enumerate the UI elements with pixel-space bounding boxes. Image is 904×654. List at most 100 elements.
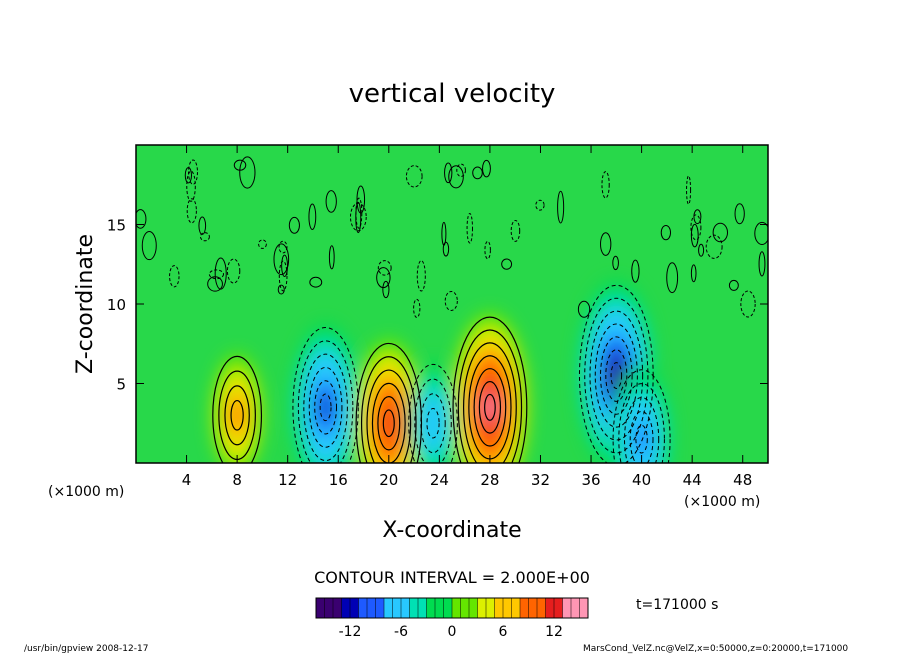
contour-line [141,230,157,261]
colorbar-segment [477,598,487,618]
colorbar-tick-label: -6 [394,624,408,640]
contour-line [258,239,267,249]
contour-line [484,393,496,421]
contour-line [328,245,335,270]
contour-line [444,290,458,311]
contour-line [405,165,423,188]
colorbar-segment [528,598,538,618]
contour-line [618,383,665,463]
contour-line [309,276,323,288]
contour-line [557,190,565,224]
contour-line [690,223,699,248]
x-tick-label: 24 [430,471,449,489]
x-unit-left: (×1000 m) [48,484,124,500]
x-unit-right: (×1000 m) [684,494,760,510]
contour-line [426,408,440,439]
contour-line [230,399,244,431]
field-blob [484,393,496,421]
contour-line [594,323,638,428]
colorbar-segment [460,598,470,618]
x-tick-label: 20 [379,471,398,489]
colorbar-tick-label: 0 [448,624,457,640]
x-tick-label: 4 [182,471,192,489]
contour-line [366,369,412,463]
contour-line [612,255,619,271]
colorbar-segment [537,598,546,618]
contour-line [690,214,702,241]
colorbar-segment [520,598,529,618]
x-axis-label: X-coordinate [382,518,521,543]
contour-line [600,336,633,415]
contour-line [728,279,739,291]
contour-line [226,258,241,284]
contour-line [188,159,198,185]
contour-line [690,264,697,283]
contour-line [186,170,196,202]
contour-line [212,355,263,463]
contour-line [584,297,649,454]
colorbar-tick-label: 12 [545,624,563,640]
y-tick-label: 10 [107,296,126,314]
contour-line [577,300,591,318]
colorbar-tick-label: 6 [499,624,508,640]
colorbar-segment [443,598,453,618]
contour-line [325,190,337,213]
colorbar-segment [435,598,444,618]
contour-line [169,265,180,288]
contour-line [442,241,450,257]
contour-line [224,385,250,446]
field-blob [319,393,332,422]
contour-line [414,378,452,463]
contour-line [635,424,648,454]
plot-area [136,145,768,463]
contour-line [308,366,343,448]
contour-line [510,219,521,242]
contour-line [734,203,745,225]
colorbar-segment [401,598,410,618]
x-tick-label: 48 [733,471,752,489]
colorbar-segment [384,598,393,618]
colorbar-segment [392,598,402,618]
contour-line [416,260,426,292]
contour-line [382,409,395,438]
contour-line [355,197,363,229]
contour-line [612,369,671,463]
contour-line [239,156,256,189]
colorbar-segment [503,598,512,618]
contour-line [452,316,528,463]
field-blob [383,409,395,438]
colorbar-segment [316,598,325,618]
contour-line [466,212,474,244]
colorbar-segment [571,598,580,618]
contour-line [693,209,702,225]
x-tick-label: 32 [531,471,550,489]
contour-line [278,260,288,292]
contour-interval-label: CONTOUR INTERVAL = 2.000E+00 [314,568,590,587]
contour-line [448,165,464,189]
contour-line [278,240,288,254]
contour-line [349,202,367,232]
colorbar-segment [409,598,419,618]
contour-line [377,260,392,276]
field-blob [230,399,244,431]
contour-line [408,363,458,463]
contour-line [288,216,300,234]
y-axis-label: Z-coordinate [73,234,98,374]
contour-line [712,222,728,243]
contour-line [198,216,207,235]
contour-line [371,382,406,463]
contour-line [478,380,502,434]
field-blob [426,407,440,439]
contour-line [199,232,210,242]
x-tick-label: 44 [683,471,702,489]
colorbar-segment [579,598,589,618]
contour-line [456,163,466,177]
contour-line [482,159,491,178]
colorbar-segment [341,598,351,618]
contour-line [705,234,723,259]
x-tick-label: 36 [581,471,600,489]
colorbar-segment [333,598,342,618]
contour-line [758,251,766,277]
colorbar-segment [367,598,376,618]
